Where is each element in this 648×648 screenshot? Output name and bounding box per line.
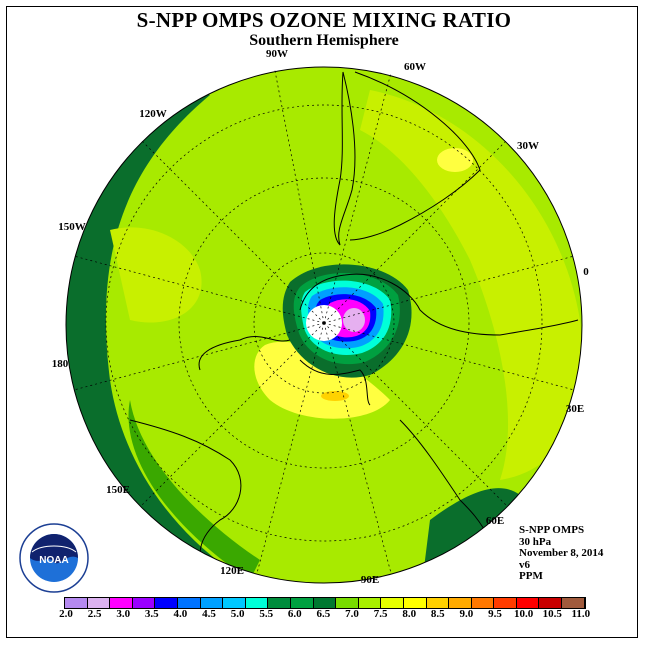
colorbar-tick: 6.5 bbox=[316, 608, 331, 620]
colorbar-tick: 8.5 bbox=[430, 608, 445, 620]
noaa-logo: NOAA bbox=[18, 522, 90, 594]
longitude-labels: 90W 60W 30W 0 30E 60E 90E 120E 150E 180 150W 120W bbox=[52, 48, 590, 586]
longitude-label: 30W bbox=[517, 140, 539, 152]
colorbar-tick: 3.0 bbox=[116, 608, 131, 620]
colorbar-tick: 9.0 bbox=[459, 608, 474, 620]
colorbar-swatch bbox=[132, 598, 156, 608]
colorbar-swatch bbox=[155, 598, 178, 608]
yellow-green-region bbox=[360, 90, 582, 480]
info-units: PPM bbox=[519, 570, 543, 583]
meridian-line bbox=[323, 322, 574, 391]
ozone-field bbox=[66, 67, 582, 583]
colorbar-swatch bbox=[381, 598, 404, 608]
meridian-line bbox=[141, 322, 325, 506]
colorbar-tick: 5.0 bbox=[230, 608, 245, 620]
colorbar-tick-labels: 2.0 2.5 3.0 3.5 4.0 4.5 5.0 5.5 6.0 6.5 7.0 7.5 8.0 8… bbox=[0, 608, 648, 622]
green-fringe bbox=[128, 400, 260, 580]
colorbar-swatch bbox=[245, 598, 269, 608]
longitude-label: 60W bbox=[404, 61, 426, 73]
colorbar-tick: 4.0 bbox=[173, 608, 188, 620]
colorbar-tick: 4.5 bbox=[202, 608, 216, 620]
meridian-line bbox=[141, 140, 325, 324]
colorbar-swatch bbox=[268, 598, 291, 608]
meridian-line bbox=[323, 322, 392, 573]
meridian-line bbox=[323, 322, 507, 506]
colorbar-tick: 11.0 bbox=[571, 608, 591, 620]
colorbar-swatch bbox=[403, 598, 427, 608]
map-boundary bbox=[65, 66, 583, 584]
yellow-spot-north bbox=[437, 148, 473, 172]
yellow-region bbox=[254, 341, 390, 419]
colorbar-tick: 8.0 bbox=[402, 608, 417, 620]
graticule bbox=[105, 104, 543, 542]
colorbar-tick: 7.5 bbox=[373, 608, 388, 620]
meridian-line bbox=[256, 322, 325, 573]
colorbar-tick: 7.0 bbox=[345, 608, 359, 620]
longitude-label: 90W bbox=[266, 48, 288, 60]
colorbar bbox=[64, 597, 586, 609]
colorbar-swatch bbox=[65, 598, 88, 608]
colorbar-swatch bbox=[87, 598, 111, 608]
meridian-line bbox=[323, 140, 507, 324]
colorbar-swatch bbox=[290, 598, 314, 608]
colorbar-swatch bbox=[200, 598, 224, 608]
meridians bbox=[74, 69, 574, 573]
longitude-label: 30E bbox=[566, 403, 584, 415]
colorbar-swatch bbox=[494, 598, 517, 608]
longitude-label: 120E bbox=[220, 565, 244, 577]
info-date: November 8, 2014 bbox=[519, 547, 604, 560]
colorbar-tick: 10.5 bbox=[542, 608, 562, 620]
colorbar-swatch bbox=[336, 598, 359, 608]
colorbar-swatch bbox=[177, 598, 201, 608]
noaa-logo-text: NOAA bbox=[39, 555, 68, 566]
colorbar-tick: 10.0 bbox=[513, 608, 534, 620]
colorbar-swatch bbox=[426, 598, 450, 608]
colorbar-swatch bbox=[358, 598, 382, 608]
longitude-label: 120W bbox=[139, 108, 167, 120]
orange-spot bbox=[321, 391, 349, 401]
meridian-line bbox=[323, 255, 574, 324]
longitude-label: 150E bbox=[106, 484, 130, 496]
longitude-label: 0 bbox=[583, 266, 589, 278]
colorbar-swatch bbox=[539, 598, 563, 608]
longitude-label: 60E bbox=[486, 515, 504, 527]
info-level: 30 hPa bbox=[519, 535, 552, 548]
colorbar-swatch bbox=[313, 598, 337, 608]
colorbar-swatch bbox=[449, 598, 472, 608]
longitude-label: 180 bbox=[52, 358, 69, 370]
colorbar-tick: 6.0 bbox=[287, 608, 302, 620]
colorbar-swatch bbox=[471, 598, 495, 608]
colorbar-swatch bbox=[223, 598, 246, 608]
info-instrument: S-NPP OMPS bbox=[519, 524, 585, 536]
plot-frame bbox=[6, 6, 638, 638]
colorbar-swatch bbox=[110, 598, 133, 608]
colorbar-tick: 2.5 bbox=[87, 608, 102, 620]
coastlines bbox=[129, 71, 579, 581]
info-block: S-NPP OMPS 30 hPa November 8, 2014 v6 PP… bbox=[519, 524, 604, 583]
meridian-line bbox=[274, 69, 325, 324]
colorbar-tick: 3.5 bbox=[144, 608, 159, 620]
longitude-label: 90E bbox=[361, 574, 379, 586]
colorbar-swatch bbox=[516, 598, 540, 608]
colorbar-swatch bbox=[562, 598, 585, 608]
colorbar-tick: 9.5 bbox=[488, 608, 502, 620]
colorbar-tick: 5.5 bbox=[259, 608, 274, 620]
map-subtitle: Southern Hemisphere bbox=[249, 32, 399, 49]
longitude-label: 150W bbox=[58, 221, 86, 233]
info-version: v6 bbox=[519, 558, 530, 571]
colorbar-tick: 2.0 bbox=[59, 608, 73, 620]
yellow-green-region-west bbox=[110, 227, 202, 323]
map-title: S-NPP OMPS OZONE MIXING RATIO bbox=[136, 8, 512, 32]
